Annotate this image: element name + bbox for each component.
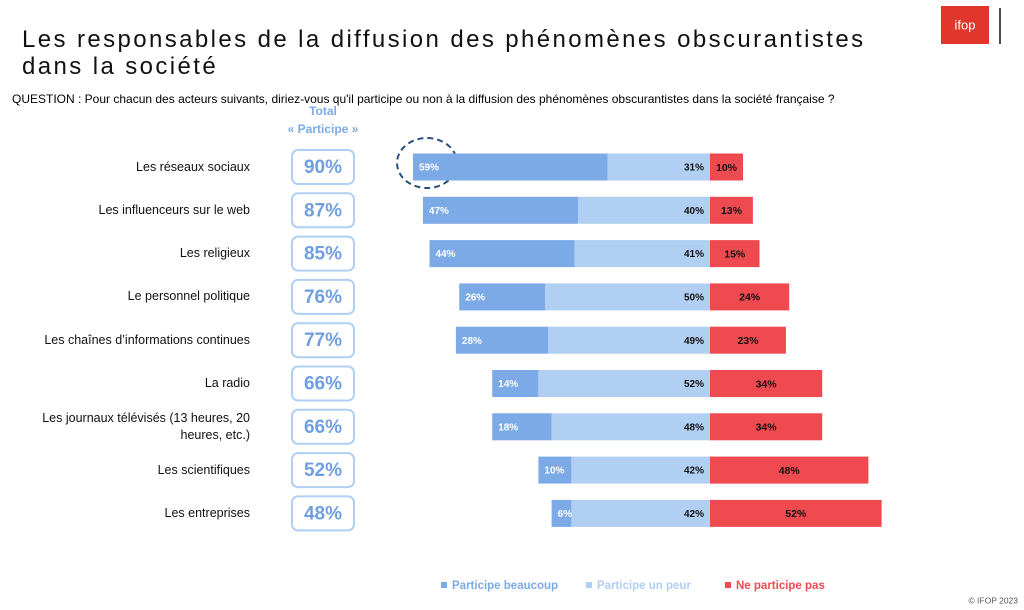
legend-swatch bbox=[441, 582, 447, 588]
bar-segment bbox=[710, 240, 760, 268]
data-label: 6% bbox=[558, 509, 573, 520]
bar-segment bbox=[413, 153, 608, 181]
bar-segment bbox=[710, 326, 786, 354]
total-label: 48% bbox=[304, 503, 342, 524]
bar-segment bbox=[710, 283, 790, 311]
category-label: Les religieux bbox=[179, 246, 250, 261]
data-label: 44% bbox=[436, 249, 456, 260]
data-label: 24% bbox=[739, 292, 761, 304]
total-box bbox=[291, 452, 355, 489]
category-label: Les influenceurs sur le web bbox=[98, 202, 250, 217]
logo-box bbox=[941, 6, 989, 44]
data-label: 42% bbox=[684, 466, 704, 477]
data-label: 34% bbox=[756, 422, 778, 434]
legend-label: Participe un peur bbox=[597, 580, 691, 592]
data-label: 59% bbox=[419, 163, 439, 174]
total-label: 66% bbox=[304, 417, 342, 438]
total-label: 85% bbox=[304, 244, 342, 265]
total-box bbox=[291, 278, 355, 315]
bar-segment bbox=[492, 413, 552, 441]
bar-segment bbox=[710, 456, 869, 484]
total-box bbox=[291, 322, 355, 359]
logo: ifop bbox=[955, 17, 976, 32]
bar-segment bbox=[710, 196, 753, 224]
bar-segment bbox=[710, 370, 823, 397]
bar-segment bbox=[422, 196, 578, 224]
bar-segment bbox=[710, 499, 882, 527]
bar-segment bbox=[571, 499, 710, 527]
total-box bbox=[291, 495, 355, 532]
legend-label: Participe beaucoup bbox=[452, 580, 558, 592]
data-label: 23% bbox=[737, 335, 759, 347]
total-header: Total bbox=[309, 104, 337, 118]
total-box bbox=[291, 408, 355, 445]
total-box bbox=[291, 365, 355, 402]
bar-segment bbox=[578, 196, 710, 224]
bar-segment bbox=[710, 413, 823, 441]
bar-segment bbox=[538, 456, 572, 484]
bar-segment bbox=[574, 240, 710, 268]
data-label: 15% bbox=[724, 248, 746, 260]
data-label: 10% bbox=[544, 466, 564, 477]
data-label: 49% bbox=[684, 336, 704, 347]
total-label: 76% bbox=[304, 287, 342, 308]
category-label: Le personnel politique bbox=[127, 289, 250, 304]
data-label: 14% bbox=[498, 379, 518, 390]
bar-segment bbox=[429, 240, 575, 268]
legend-swatch bbox=[586, 582, 592, 588]
category-label: Les journaux télévisés (13 heures, 20 he… bbox=[42, 410, 250, 442]
bar-segment bbox=[545, 283, 710, 311]
bar-segment bbox=[455, 326, 549, 354]
total-header: « Participe » bbox=[288, 122, 359, 136]
legend-label: Ne participe pas bbox=[736, 580, 825, 592]
data-label: 48% bbox=[684, 422, 704, 433]
subtitle: QUESTION : Pour chacun des acteurs suiva… bbox=[12, 92, 835, 106]
data-label: 26% bbox=[465, 293, 485, 304]
footer: © IFOP 2023 bbox=[968, 595, 1018, 605]
bar-segment bbox=[492, 370, 539, 397]
title: Les responsables de la diffusion des phé… bbox=[22, 26, 866, 80]
data-label: 28% bbox=[462, 336, 482, 347]
data-label: 52% bbox=[785, 508, 807, 520]
category-label: Les chaînes d’informations continues bbox=[44, 332, 250, 347]
data-label: 40% bbox=[684, 206, 704, 217]
legend-swatch bbox=[725, 582, 731, 588]
data-label: 52% bbox=[684, 379, 704, 390]
bar-segment bbox=[710, 153, 743, 181]
data-label: 31% bbox=[684, 163, 704, 174]
bar-segment bbox=[551, 413, 710, 441]
total-box bbox=[291, 235, 355, 272]
data-label: 42% bbox=[684, 509, 704, 520]
bar-segment bbox=[551, 499, 572, 527]
bar-segment bbox=[571, 456, 710, 484]
data-label: 48% bbox=[779, 465, 801, 477]
total-box bbox=[291, 192, 355, 229]
category-label: La radio bbox=[204, 376, 250, 390]
data-label: 18% bbox=[498, 422, 518, 433]
data-label: 47% bbox=[429, 206, 449, 217]
bar-segment bbox=[548, 326, 710, 354]
category-label: Les réseaux sociaux bbox=[136, 159, 250, 174]
total-label: 87% bbox=[304, 200, 342, 221]
data-label: 10% bbox=[716, 162, 738, 174]
data-label: 13% bbox=[721, 205, 743, 217]
category-label: Les entreprises bbox=[164, 505, 250, 520]
bar-segment bbox=[607, 153, 710, 181]
data-label: 34% bbox=[756, 378, 778, 390]
category-label: Les scientifiques bbox=[157, 462, 250, 477]
bar-segment bbox=[459, 283, 545, 311]
total-label: 77% bbox=[304, 330, 342, 351]
bar-segment bbox=[538, 370, 710, 397]
total-label: 52% bbox=[304, 460, 342, 481]
data-label: 50% bbox=[684, 293, 704, 304]
total-label: 90% bbox=[304, 157, 342, 178]
total-label: 66% bbox=[304, 374, 342, 395]
data-label: 41% bbox=[684, 249, 704, 260]
total-box bbox=[291, 149, 355, 185]
